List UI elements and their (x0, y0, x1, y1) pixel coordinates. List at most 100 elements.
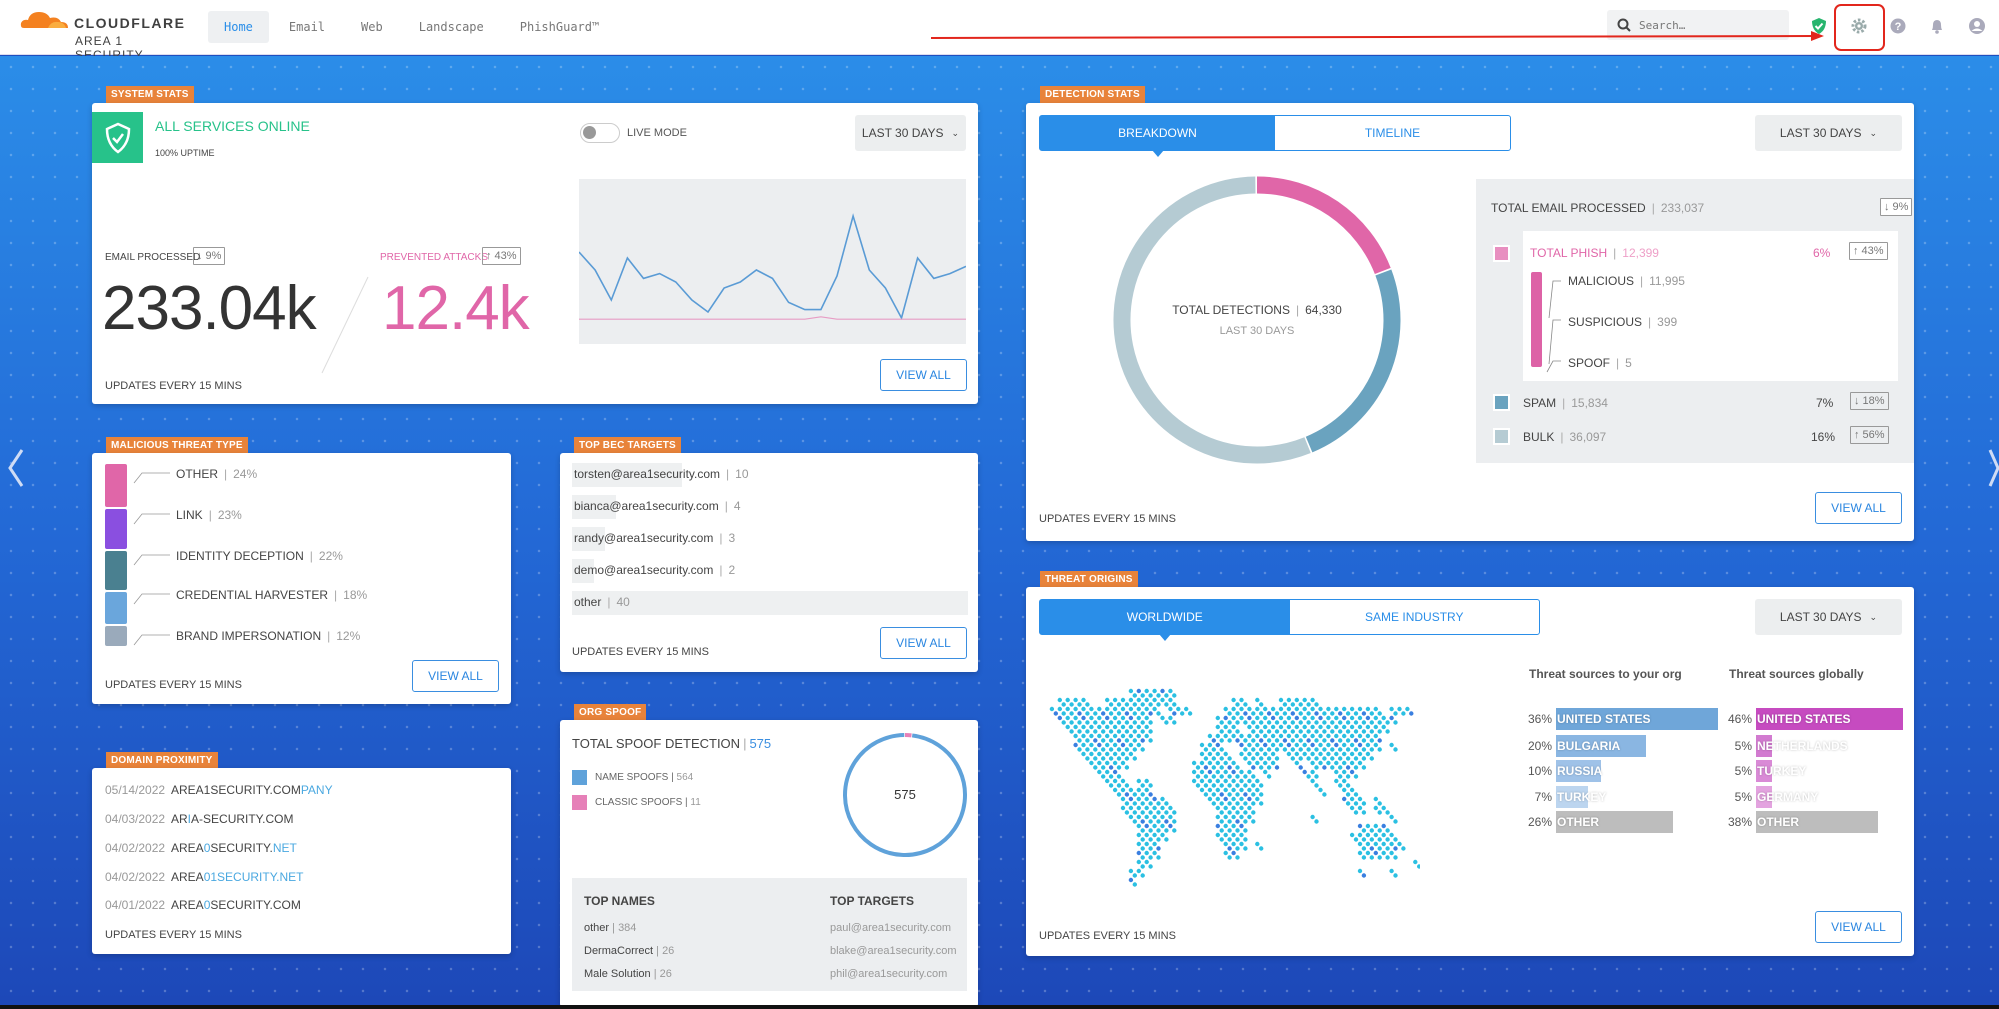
system-range-dropdown[interactable]: LAST 30 DAYS ⌄ (855, 115, 966, 151)
map-dot (1322, 729, 1327, 734)
map-dot (1132, 756, 1137, 761)
map-dot (1223, 850, 1228, 856)
map-dot (1338, 774, 1343, 779)
map-dot (1144, 733, 1149, 739)
shield-check-icon[interactable] (1810, 17, 1828, 35)
nav-landscape[interactable]: Landscape (418, 20, 484, 34)
map-dot (1128, 796, 1134, 802)
map-dot (1373, 742, 1378, 748)
detection-tabs: BREAKDOWN TIMELINE (1039, 115, 1511, 157)
map-dot (1314, 747, 1319, 752)
map-dot (1342, 742, 1347, 748)
map-dot (1369, 747, 1374, 752)
search-input[interactable]: Search… (1607, 10, 1789, 40)
view-all-button[interactable]: VIEW ALL (1815, 492, 1902, 524)
map-dot (1270, 706, 1276, 712)
map-dot (1286, 751, 1292, 757)
map-dot (1160, 688, 1165, 694)
map-dot (1081, 697, 1086, 703)
bec-target-row[interactable]: other | 40 (574, 595, 630, 609)
spoof-row: SPOOF | 5 (1568, 356, 1632, 370)
gear-icon[interactable] (1850, 17, 1868, 35)
map-dot (1290, 738, 1295, 743)
connector-line (133, 634, 170, 646)
lookalike-domain[interactable]: AREA0SECURITY.COM (171, 898, 301, 912)
lookalike-domain[interactable]: AREA1SECURITY.COMPANY (171, 783, 333, 797)
map-dot (1219, 801, 1224, 806)
map-dot (1290, 747, 1295, 752)
nav-email[interactable]: Email (288, 20, 326, 34)
bec-target-row[interactable]: torsten@area1security.com | 10 (574, 467, 749, 481)
map-dot (1357, 868, 1363, 874)
map-dot (1211, 738, 1216, 743)
separator: | (607, 595, 611, 609)
user-icon[interactable] (1968, 17, 1986, 35)
tab-worldwide[interactable]: WORLDWIDE (1040, 600, 1290, 641)
map-dot (1251, 738, 1256, 743)
map-dot (1369, 711, 1374, 716)
map-dot (1156, 846, 1161, 851)
lookalike-domain[interactable]: AREA01SECURITY.NET (171, 870, 304, 884)
bell-icon[interactable] (1928, 17, 1946, 35)
help-icon[interactable]: ? (1889, 17, 1907, 35)
map-dot (1105, 769, 1110, 775)
map-dot (1345, 720, 1351, 725)
map-dot (1334, 706, 1339, 712)
map-dot (1243, 720, 1248, 725)
nav-home[interactable]: Home (208, 11, 269, 43)
map-dot (1338, 747, 1343, 752)
threat-color-bar (105, 551, 127, 591)
bec-count-bar (572, 527, 605, 551)
map-dot (1381, 724, 1386, 730)
tab-timeline[interactable]: TIMELINE (1364, 126, 1421, 140)
map-dot (1077, 747, 1082, 752)
map-dot (1349, 724, 1355, 730)
map-dot (1393, 855, 1398, 860)
map-dot (1259, 747, 1264, 752)
domain-proximity-tag: DOMAIN PROXIMITY (106, 752, 218, 769)
map-dot (1274, 720, 1280, 725)
map-dot (1247, 814, 1252, 820)
lookalike-domain[interactable]: ARIA-SECURITY.COM (171, 812, 293, 826)
annotation-arrow-icon (931, 31, 1824, 41)
detection-range-dropdown[interactable]: LAST 30 DAYS ⌄ (1755, 115, 1902, 151)
view-all-button[interactable]: VIEW ALL (880, 627, 967, 659)
map-dot (1298, 711, 1303, 716)
origins-range-dropdown[interactable]: LAST 30 DAYS ⌄ (1755, 599, 1902, 635)
name-spoofs-swatch (572, 770, 587, 785)
cloudflare-logo[interactable]: CLOUDFLARE AREA 1 SECURITY (18, 6, 188, 62)
map-dot (1357, 706, 1363, 712)
map-dot (1223, 778, 1228, 784)
map-dot (1377, 846, 1382, 851)
tab-same-industry[interactable]: SAME INDUSTRY (1365, 610, 1464, 624)
lookalike-domain[interactable]: AREA0SECURITY.NET (171, 841, 297, 855)
origin-bar: TURKEY (1756, 760, 1806, 782)
map-dot (1227, 855, 1232, 860)
map-dot (1156, 837, 1161, 842)
nav-phishguard[interactable]: PhishGuard™ (519, 20, 600, 34)
tab-breakdown[interactable]: BREAKDOWN (1040, 116, 1275, 157)
map-dot (1298, 765, 1303, 770)
view-all-button[interactable]: VIEW ALL (412, 660, 499, 692)
previous-page-chevron-icon[interactable] (6, 448, 26, 488)
map-dot (1219, 738, 1224, 743)
map-dot (1203, 747, 1209, 752)
map-dot (1116, 738, 1122, 743)
map-dot (1310, 724, 1315, 730)
bec-target-row[interactable]: demo@area1security.com | 2 (574, 563, 735, 577)
bec-target-row[interactable]: randy@area1security.com | 3 (574, 531, 735, 545)
map-dot (1239, 796, 1244, 802)
map-dot (1397, 706, 1402, 712)
bec-target-row[interactable]: bianca@area1security.com | 4 (574, 499, 741, 513)
map-dot (1282, 702, 1288, 707)
map-dot (1136, 814, 1141, 820)
live-mode-toggle[interactable] (580, 123, 620, 143)
map-dot (1144, 859, 1149, 865)
map-dot (1215, 760, 1220, 766)
view-all-button[interactable]: VIEW ALL (1815, 911, 1902, 943)
view-all-button[interactable]: VIEW ALL (880, 359, 967, 391)
map-dot (1259, 720, 1264, 725)
threat-type-row: CREDENTIAL HARVESTER | 18% (176, 588, 367, 602)
nav-web[interactable]: Web (361, 20, 383, 34)
next-page-chevron-icon[interactable] (1988, 448, 1999, 488)
